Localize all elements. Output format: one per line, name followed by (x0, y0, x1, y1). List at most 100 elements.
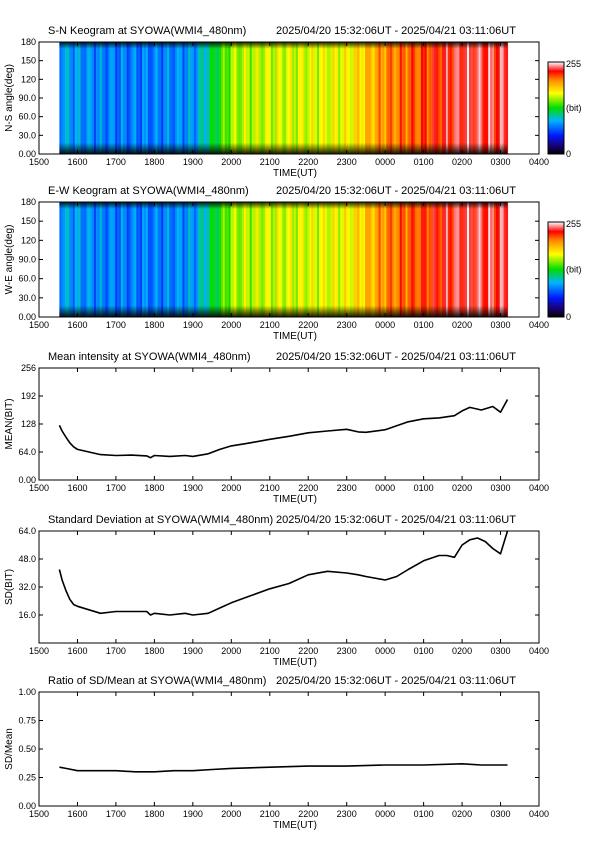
x-tick-label: 0400 (529, 483, 549, 493)
y-tick-label: 256 (21, 363, 36, 373)
x-tick-label: 2000 (221, 809, 241, 819)
colorbar-max-label: 255 (566, 59, 581, 69)
x-tick-label: 2200 (298, 483, 318, 493)
x-tick-label: 1900 (183, 646, 203, 656)
y-tick-label: 0.00 (18, 149, 36, 159)
y-tick-label: 0.75 (18, 716, 36, 726)
x-axis-label: TIME(UT) (273, 168, 317, 179)
x-tick-label: 2200 (298, 809, 318, 819)
x-tick-label: 2100 (260, 320, 280, 330)
colorbar (547, 221, 565, 318)
x-tick-label: 0300 (491, 809, 511, 819)
panel-time-range: 2025/04/20 15:32:06UT - 2025/04/21 03:11… (276, 185, 516, 197)
keogram-edge-shading (59, 42, 508, 154)
y-tick-label: 90.0 (18, 93, 36, 103)
y-tick-label: 180 (21, 197, 36, 207)
panel-5: Ratio of SD/Mean at SYOWA(WMI4_480nm) 202… (4, 675, 549, 831)
x-tick-label: 0300 (491, 157, 511, 167)
panel-title: S-N Keogram at SYOWA(WMI4_480nm) (48, 25, 246, 37)
x-tick-label: 0100 (414, 809, 434, 819)
panel-time-range: 2025/04/20 15:32:06UT - 2025/04/21 03:11… (276, 351, 516, 363)
y-axis-label: N-S angle(deg) (4, 64, 15, 132)
x-tick-label: 0000 (375, 483, 395, 493)
y-tick-label: 0.00 (18, 475, 36, 485)
y-axis-label: SD(BIT) (4, 569, 15, 605)
x-tick-label: 2000 (221, 483, 241, 493)
y-tick-label: 0.25 (18, 773, 36, 783)
x-tick-label: 2300 (337, 157, 357, 167)
panel-time-range: 2025/04/20 15:32:06UT - 2025/04/21 03:11… (276, 675, 516, 687)
x-tick-label: 0100 (414, 157, 434, 167)
x-tick-label: 1600 (67, 157, 87, 167)
x-tick-label: 0100 (414, 646, 434, 656)
y-tick-label: 32.0 (18, 582, 36, 592)
panel-title: Standard Deviation at SYOWA(WMI4_480nm) (48, 514, 273, 526)
y-tick-label: 60.0 (18, 112, 36, 122)
y-axis-label: SD/Mean (4, 728, 15, 770)
colorbar-min-label: 0 (566, 312, 571, 322)
x-tick-label: 0000 (375, 646, 395, 656)
x-tick-label: 2000 (221, 320, 241, 330)
y-tick-label: 180 (21, 37, 36, 47)
x-tick-label: 1700 (106, 320, 126, 330)
x-tick-label: 2100 (260, 157, 280, 167)
x-tick-label: 2000 (221, 646, 241, 656)
x-tick-label: 2100 (260, 483, 280, 493)
x-tick-label: 0000 (375, 809, 395, 819)
x-tick-label: 2300 (337, 320, 357, 330)
y-tick-label: 48.0 (18, 554, 36, 564)
x-tick-label: 1800 (144, 320, 164, 330)
x-tick-label: 0400 (529, 320, 549, 330)
x-tick-label: 2000 (221, 157, 241, 167)
y-tick-label: 64.0 (18, 526, 36, 536)
x-tick-label: 1800 (144, 483, 164, 493)
x-tick-label: 1900 (183, 320, 203, 330)
x-axis-label: TIME(UT) (273, 494, 317, 505)
x-tick-label: 1500 (29, 157, 49, 167)
x-tick-label: 1900 (183, 157, 203, 167)
plot-frame (38, 367, 540, 481)
x-tick-label: 0200 (452, 646, 472, 656)
colorbar-min-label: 0 (566, 149, 571, 159)
panel-title: Ratio of SD/Mean at SYOWA(WMI4_480nm) (48, 675, 266, 687)
x-tick-label: 2300 (337, 483, 357, 493)
x-tick-label: 0000 (375, 320, 395, 330)
colorbar (547, 61, 565, 155)
x-tick-label: 2200 (298, 320, 318, 330)
keogram-image (59, 42, 509, 154)
x-tick-label: 1800 (144, 157, 164, 167)
x-tick-label: 2300 (337, 646, 357, 656)
x-axis-label: TIME(UT) (273, 820, 317, 831)
x-tick-label: 1700 (106, 646, 126, 656)
x-tick-label: 2100 (260, 646, 280, 656)
y-tick-label: 0.00 (18, 801, 36, 811)
x-tick-label: 0300 (491, 646, 511, 656)
x-tick-label: 1900 (183, 809, 203, 819)
plot-frame (38, 691, 540, 807)
x-tick-label: 1600 (67, 646, 87, 656)
y-tick-label: 30.0 (18, 130, 36, 140)
x-tick-label: 1900 (183, 483, 203, 493)
x-tick-label: 2200 (298, 157, 318, 167)
x-axis-label: TIME(UT) (273, 331, 317, 342)
y-tick-label: 0.00 (18, 312, 36, 322)
x-tick-label: 1500 (29, 809, 49, 819)
x-tick-label: 1700 (106, 157, 126, 167)
y-tick-label: 16.0 (18, 610, 36, 620)
y-tick-label: 90.0 (18, 255, 36, 265)
keogram-edge-shading (59, 202, 508, 317)
y-tick-label: 0.50 (18, 744, 36, 754)
y-tick-label: 150 (21, 216, 36, 226)
x-tick-label: 0300 (491, 320, 511, 330)
x-tick-label: 0200 (452, 157, 472, 167)
panel-3: Mean intensity at SYOWA(WMI4_480nm) 2025/… (4, 351, 549, 505)
x-tick-label: 1700 (106, 483, 126, 493)
y-tick-label: 30.0 (18, 293, 36, 303)
y-tick-label: 192 (21, 391, 36, 401)
panel-title: E-W Keogram at SYOWA(WMI4_480nm) (48, 185, 249, 197)
series-line (59, 763, 508, 773)
x-tick-label: 0300 (491, 483, 511, 493)
y-tick-label: 1.00 (18, 687, 36, 697)
x-tick-label: 1600 (67, 483, 87, 493)
